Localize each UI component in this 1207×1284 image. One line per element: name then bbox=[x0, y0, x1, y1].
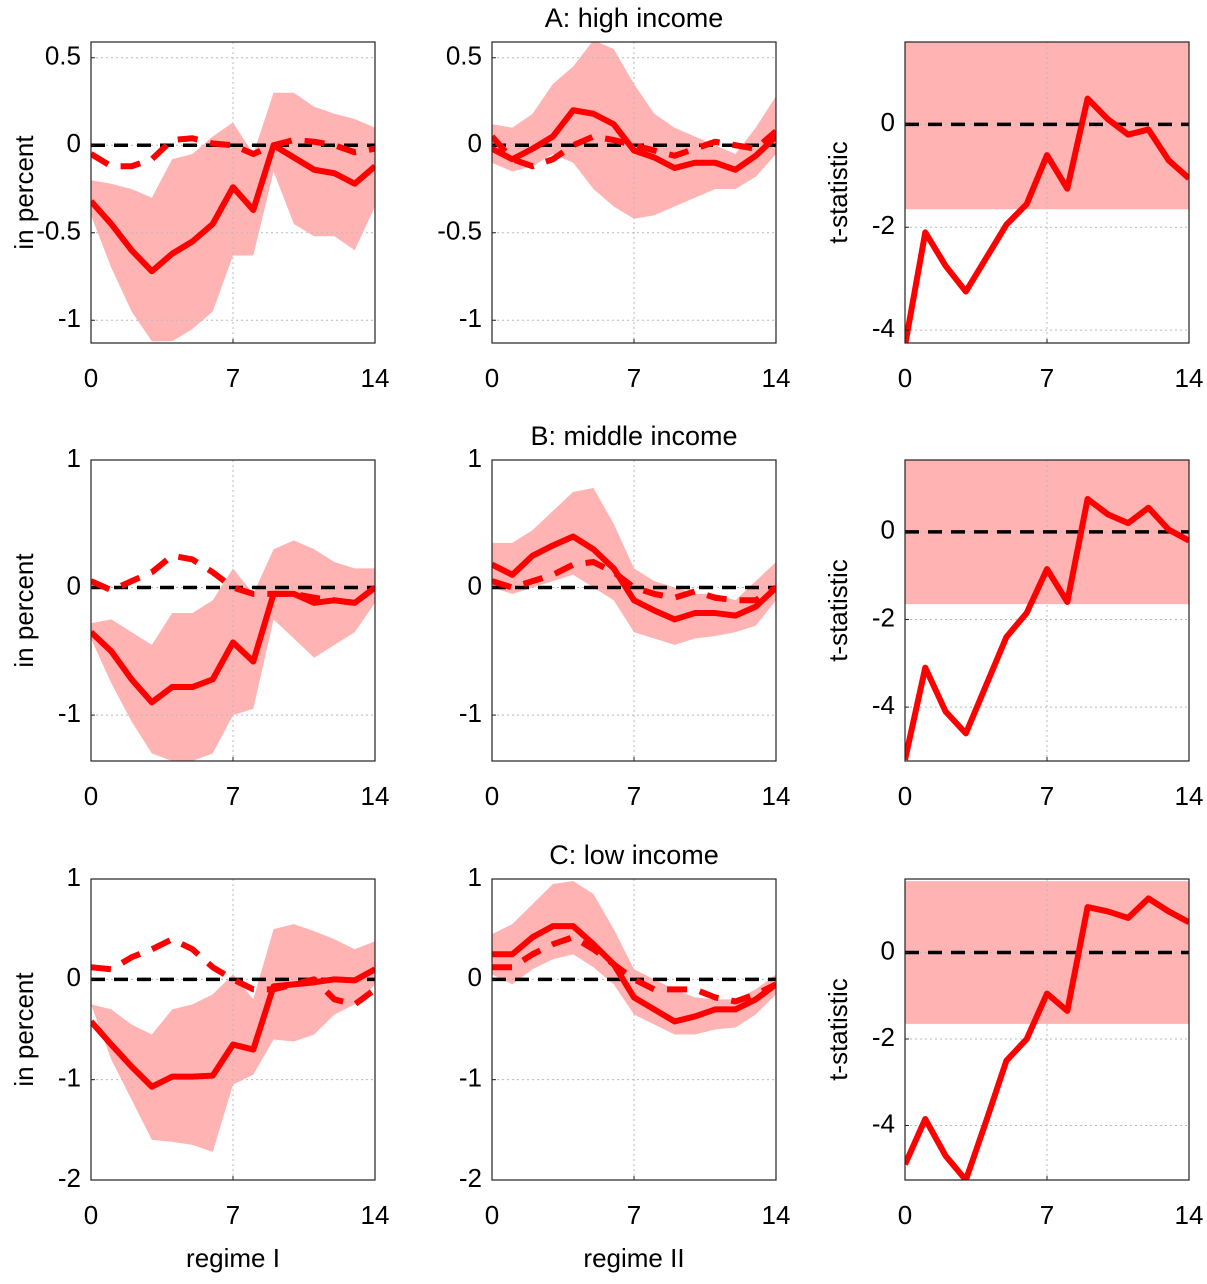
panel bbox=[492, 879, 776, 1180]
confidence-band bbox=[492, 42, 776, 219]
y-tick-label: 0.5 bbox=[446, 41, 482, 71]
x-tick-label: 14 bbox=[361, 781, 390, 811]
solid-line bbox=[905, 495, 1189, 761]
x-tick-label: 0 bbox=[898, 363, 912, 393]
panel-title: A: high income bbox=[545, 3, 724, 33]
solid-line bbox=[492, 923, 776, 1025]
x-tick-label: 14 bbox=[361, 1200, 390, 1230]
y-tick-label: -1 bbox=[459, 1063, 482, 1093]
confidence-band bbox=[492, 488, 776, 645]
x-tick-label: 0 bbox=[485, 1200, 499, 1230]
solid-line bbox=[905, 895, 1189, 1180]
y-axis-label: t-statistic bbox=[823, 978, 853, 1081]
y-tick-label: 0 bbox=[67, 962, 81, 992]
x-axis-label: regime II bbox=[583, 1243, 684, 1273]
panel-title: C: low income bbox=[549, 840, 719, 870]
x-tick-label: 14 bbox=[762, 363, 791, 393]
dashed-line bbox=[91, 936, 375, 1008]
x-tick-label: 7 bbox=[226, 363, 240, 393]
y-axis-label: in percent bbox=[9, 553, 39, 668]
x-tick-label: 0 bbox=[898, 781, 912, 811]
solid-line bbox=[91, 585, 375, 706]
x-tick-label: 7 bbox=[226, 781, 240, 811]
x-tick-label: 7 bbox=[627, 781, 641, 811]
y-tick-label: -1 bbox=[459, 698, 482, 728]
panel bbox=[905, 42, 1189, 343]
x-tick-label: 7 bbox=[226, 1200, 240, 1230]
y-tick-label: 0 bbox=[881, 107, 895, 137]
y-tick-label: -4 bbox=[872, 690, 895, 720]
x-tick-label: 7 bbox=[1040, 781, 1054, 811]
y-axis-label: in percent bbox=[9, 972, 39, 1087]
dashed-line bbox=[492, 559, 776, 604]
x-tick-label: 0 bbox=[485, 363, 499, 393]
x-tick-label: 7 bbox=[627, 363, 641, 393]
x-tick-label: 14 bbox=[762, 1200, 791, 1230]
confidence-band bbox=[492, 881, 776, 1035]
y-tick-label: 1 bbox=[67, 862, 81, 892]
panel bbox=[91, 879, 375, 1180]
x-tick-label: 0 bbox=[898, 1200, 912, 1230]
y-tick-label: 0 bbox=[67, 570, 81, 600]
y-tick-label: -2 bbox=[58, 1163, 81, 1193]
x-tick-label: 14 bbox=[1175, 1200, 1204, 1230]
y-tick-label: -2 bbox=[459, 1163, 482, 1193]
y-tick-label: -4 bbox=[872, 313, 895, 343]
x-tick-label: 7 bbox=[1040, 363, 1054, 393]
panel bbox=[492, 42, 776, 343]
y-axis-label: in percent bbox=[9, 135, 39, 250]
panel bbox=[91, 42, 375, 343]
y-tick-label: 0 bbox=[468, 962, 482, 992]
x-tick-label: 7 bbox=[1040, 1200, 1054, 1230]
y-tick-label: -2 bbox=[872, 210, 895, 240]
x-tick-label: 14 bbox=[762, 781, 791, 811]
x-tick-label: 0 bbox=[84, 781, 98, 811]
solid-line bbox=[905, 95, 1189, 343]
x-tick-label: 14 bbox=[361, 363, 390, 393]
panel bbox=[492, 460, 776, 761]
y-tick-label: -2 bbox=[872, 602, 895, 632]
solid-line bbox=[492, 107, 776, 173]
x-tick-label: 0 bbox=[84, 363, 98, 393]
x-axis-label: regime I bbox=[186, 1243, 280, 1273]
y-tick-label: 0 bbox=[468, 128, 482, 158]
x-tick-label: 14 bbox=[1175, 781, 1204, 811]
panel bbox=[905, 460, 1189, 761]
solid-line bbox=[91, 966, 375, 1090]
y-tick-label: -1 bbox=[58, 1063, 81, 1093]
y-tick-label: 1 bbox=[468, 862, 482, 892]
y-tick-label: 0 bbox=[881, 515, 895, 545]
y-tick-label: -4 bbox=[872, 1108, 895, 1138]
dashed-line bbox=[492, 934, 776, 1005]
x-tick-label: 0 bbox=[485, 781, 499, 811]
panel-title: B: middle income bbox=[530, 421, 737, 451]
y-tick-label: 0 bbox=[881, 935, 895, 965]
panel bbox=[905, 879, 1189, 1180]
x-tick-label: 14 bbox=[1175, 363, 1204, 393]
y-axis-label: t-statistic bbox=[823, 141, 853, 244]
x-tick-label: 0 bbox=[84, 1200, 98, 1230]
y-tick-label: -1 bbox=[58, 303, 81, 333]
y-tick-label: -1 bbox=[58, 698, 81, 728]
y-tick-label: -0.5 bbox=[36, 216, 81, 246]
x-tick-label: 7 bbox=[627, 1200, 641, 1230]
y-tick-label: -1 bbox=[459, 303, 482, 333]
dashed-line bbox=[91, 135, 375, 170]
y-tick-label: 1 bbox=[67, 443, 81, 473]
y-tick-label: 1 bbox=[468, 443, 482, 473]
y-tick-label: 0 bbox=[67, 128, 81, 158]
y-tick-label: 0.5 bbox=[45, 41, 81, 71]
solid-line bbox=[91, 142, 375, 275]
panel bbox=[91, 460, 375, 761]
y-tick-label: -2 bbox=[872, 1022, 895, 1052]
y-tick-label: -0.5 bbox=[437, 216, 482, 246]
y-tick-label: 0 bbox=[468, 570, 482, 600]
y-axis-label: t-statistic bbox=[823, 559, 853, 662]
solid-line bbox=[492, 533, 776, 623]
dashed-line bbox=[91, 552, 375, 606]
